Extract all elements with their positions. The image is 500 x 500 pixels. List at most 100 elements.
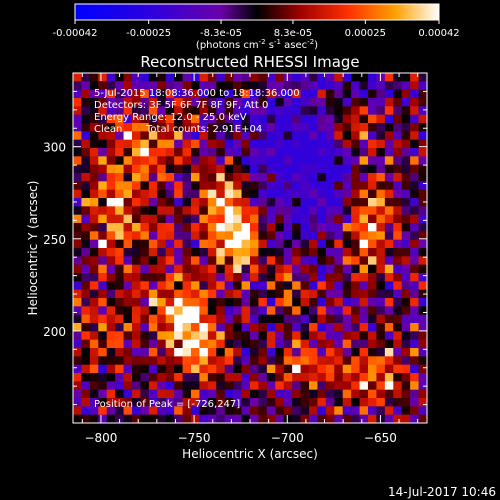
heatmap-cell	[182, 89, 192, 99]
heatmap-cell	[410, 273, 420, 282]
heatmap-cell	[334, 389, 344, 399]
heatmap-cell	[250, 298, 260, 307]
heatmap-cell	[325, 381, 335, 391]
heatmap-cell	[393, 148, 403, 157]
heatmap-cell	[300, 331, 310, 341]
heatmap-cell	[275, 389, 285, 399]
heatmap-cell	[157, 114, 167, 124]
heatmap-cell	[393, 164, 403, 174]
heatmap-cell	[292, 198, 302, 207]
heatmap-cell	[325, 198, 335, 207]
heatmap-cell	[182, 173, 192, 182]
heatmap-cell	[342, 356, 352, 366]
heatmap-cell	[182, 373, 192, 382]
heatmap-cell	[224, 173, 234, 182]
heatmap-cell	[89, 248, 99, 257]
heatmap-cell	[73, 364, 83, 374]
heatmap-cell	[233, 173, 243, 182]
heatmap-cell	[216, 264, 226, 274]
heatmap-cell	[89, 314, 99, 324]
heatmap-cell	[115, 348, 125, 357]
heatmap-cell	[410, 139, 420, 149]
heatmap-cell	[207, 139, 217, 149]
heatmap-cell	[275, 148, 285, 157]
heatmap-cell	[410, 206, 420, 216]
heatmap-cell	[148, 123, 158, 132]
heatmap-cell	[199, 289, 209, 299]
heatmap-cell	[165, 339, 175, 349]
heatmap-cell	[300, 156, 310, 166]
heatmap-cell	[115, 323, 125, 332]
heatmap-cell	[309, 89, 319, 99]
heatmap-cell	[140, 148, 150, 157]
heatmap-cell	[191, 214, 201, 224]
heatmap-cell	[199, 189, 209, 199]
heatmap-cell	[106, 373, 116, 382]
heatmap-cell	[359, 223, 369, 232]
heatmap-cell	[376, 239, 386, 249]
heatmap-cell	[258, 114, 268, 124]
heatmap-cell	[207, 173, 217, 182]
heatmap-cell	[174, 131, 184, 141]
heatmap-cell	[351, 273, 361, 282]
heatmap-cell	[401, 306, 411, 316]
heatmap-cell	[241, 239, 251, 249]
heatmap-cell	[376, 248, 386, 257]
heatmap-cell	[81, 398, 91, 407]
heatmap-cell	[317, 123, 327, 132]
heatmap-cell	[283, 398, 293, 407]
heatmap-cell	[376, 98, 386, 107]
heatmap-cell	[157, 148, 167, 157]
heatmap-cell	[393, 98, 403, 107]
heatmap-cell	[157, 331, 167, 341]
heatmap-cell	[165, 389, 175, 399]
heatmap-cell	[182, 306, 192, 316]
heatmap-cell	[224, 248, 234, 257]
heatmap-cell	[106, 331, 116, 341]
heatmap-cell	[292, 156, 302, 166]
heatmap-cell	[148, 356, 158, 366]
heatmap-cell	[334, 81, 344, 91]
heatmap-cell	[401, 406, 411, 416]
heatmap-cell	[376, 414, 386, 423]
heatmap-cell	[317, 89, 327, 99]
heatmap-cell	[334, 356, 344, 366]
heatmap-cell	[148, 206, 158, 216]
heatmap-cell	[325, 398, 335, 407]
heatmap-cell	[309, 231, 319, 241]
heatmap-cell	[418, 131, 427, 141]
heatmap-cell	[123, 339, 133, 349]
heatmap-cell	[376, 73, 386, 82]
heatmap-cell	[258, 198, 268, 207]
heatmap-cell	[300, 289, 310, 299]
heatmap-cell	[140, 339, 150, 349]
heatmap-cell	[292, 256, 302, 266]
heatmap-cell	[325, 314, 335, 324]
heatmap-cell	[89, 398, 99, 407]
heatmap-cell	[224, 181, 234, 191]
heatmap-cell	[157, 256, 167, 266]
heatmap-cell	[115, 381, 125, 391]
heatmap-cell	[292, 264, 302, 274]
heatmap-cell	[266, 114, 276, 124]
heatmap-cell	[199, 306, 209, 316]
heatmap-cell	[191, 331, 201, 341]
heatmap-cell	[275, 306, 285, 316]
heatmap-cell	[191, 123, 201, 132]
heatmap-cell	[342, 264, 352, 274]
heatmap-cell	[317, 356, 327, 366]
heatmap-cell	[342, 123, 352, 132]
heatmap-cell	[241, 114, 251, 124]
heatmap-cell	[393, 189, 403, 199]
heatmap-cell	[325, 389, 335, 399]
heatmap-cell	[376, 173, 386, 182]
heatmap-cell	[368, 289, 378, 299]
heatmap-cell	[123, 398, 133, 407]
heatmap-cell	[174, 231, 184, 241]
heatmap-cell	[241, 73, 251, 82]
heatmap-cell	[325, 373, 335, 382]
heatmap-cell	[81, 289, 91, 299]
heatmap-cell	[157, 381, 167, 391]
heatmap-cell	[309, 256, 319, 266]
heatmap-cell	[342, 181, 352, 191]
